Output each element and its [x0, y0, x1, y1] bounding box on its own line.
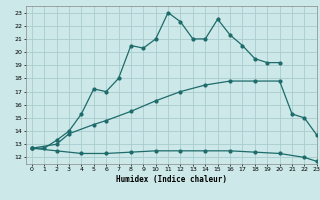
X-axis label: Humidex (Indice chaleur): Humidex (Indice chaleur)	[116, 175, 227, 184]
